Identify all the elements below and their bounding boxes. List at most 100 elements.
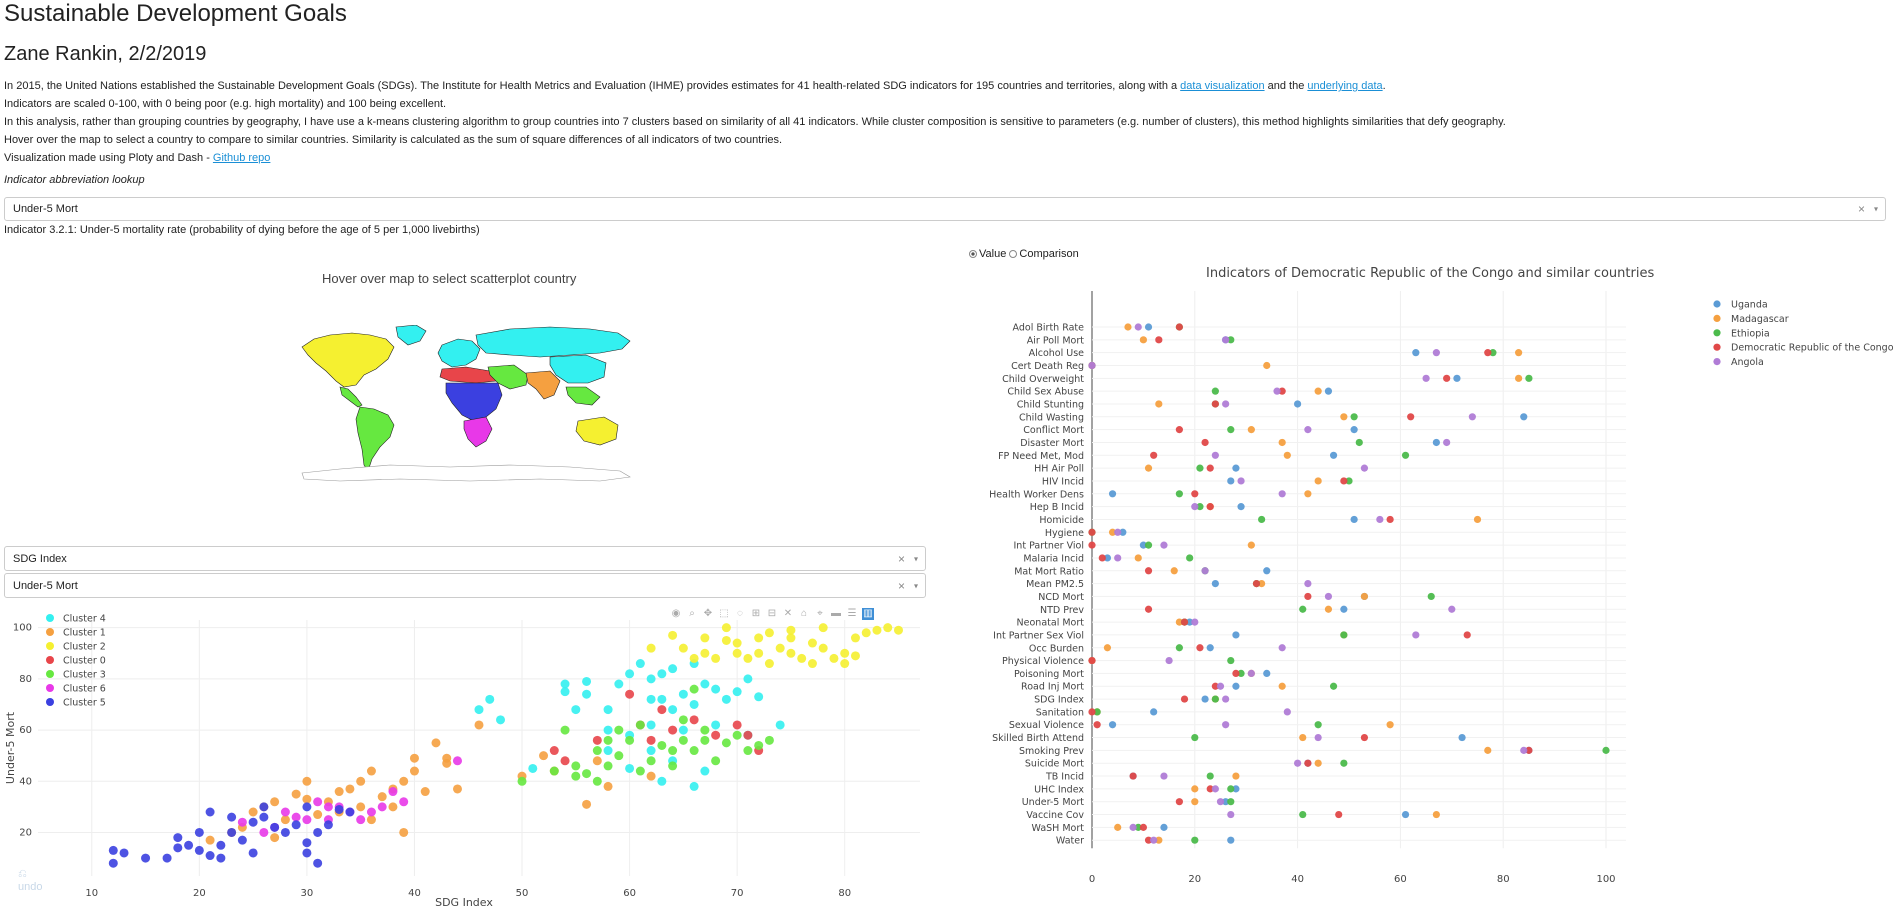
scatter-point[interactable]	[582, 799, 592, 809]
scatter-point[interactable]	[205, 835, 215, 845]
clear-icon[interactable]: ×	[897, 578, 905, 593]
indicator-dot[interactable]	[1299, 733, 1307, 742]
data-visualization-link[interactable]: data visualization	[1180, 80, 1265, 92]
camera-icon[interactable]: ◉	[671, 608, 681, 619]
indicator-dot[interactable]	[1144, 541, 1153, 549]
scatter-point[interactable]	[571, 761, 581, 771]
indicator-dot[interactable]	[1227, 810, 1235, 819]
indicator-dot[interactable]	[1329, 682, 1338, 690]
indicator-dot[interactable]	[1432, 810, 1440, 819]
clear-icon[interactable]: ×	[897, 551, 905, 566]
scatter-point[interactable]	[582, 769, 592, 779]
indicator-dot[interactable]	[1222, 695, 1230, 703]
indicator-dot[interactable]	[1108, 721, 1117, 729]
indicator-dot[interactable]	[1340, 477, 1348, 485]
scatter-point[interactable]	[711, 730, 721, 740]
scatter-point[interactable]	[216, 840, 226, 850]
scatter-point[interactable]	[302, 776, 312, 786]
scatter-point[interactable]	[571, 705, 581, 715]
scatter-point[interactable]	[754, 740, 764, 750]
scatter-point[interactable]	[689, 746, 699, 756]
indicator-dot[interactable]	[1525, 746, 1533, 754]
chevron-down-icon[interactable]: ▾	[913, 554, 918, 563]
indicator-dot[interactable]	[1350, 515, 1358, 524]
scatter-point[interactable]	[689, 684, 699, 694]
spike-icon[interactable]: ⌖	[817, 608, 823, 619]
scatter-point[interactable]	[743, 746, 753, 756]
scatter-point[interactable]	[517, 776, 527, 786]
indicator-dot[interactable]	[1160, 772, 1168, 780]
scatter-point[interactable]	[678, 735, 688, 745]
indicator-dot[interactable]	[1401, 451, 1410, 459]
scatter-point[interactable]	[248, 848, 258, 858]
cluster-scatter-plot[interactable]: 20 40 60 80 100 10 20 30 40 50 60 70 80 SDG Index Unde…	[0, 600, 930, 909]
scatter-point[interactable]	[227, 827, 237, 837]
legend-label[interactable]: Ethiopia	[1731, 328, 1770, 339]
scatter-point[interactable]	[850, 651, 860, 661]
legend-marker[interactable]	[46, 656, 54, 664]
scatter-point[interactable]	[388, 787, 398, 797]
scatter-point[interactable]	[646, 771, 656, 781]
scatter-point[interactable]	[764, 628, 774, 638]
indicator-dot[interactable]	[1103, 644, 1112, 652]
indicator-dot[interactable]	[1237, 503, 1245, 511]
indicator-dot[interactable]	[1144, 567, 1153, 575]
scatter-point[interactable]	[883, 623, 893, 633]
indicator-dot[interactable]	[1144, 605, 1153, 613]
legend-marker[interactable]	[1713, 329, 1721, 337]
scatter-point[interactable]	[668, 630, 678, 640]
legend-label[interactable]: Madagascar	[1731, 314, 1789, 325]
scatter-point[interactable]	[280, 815, 290, 825]
indicator-dot[interactable]	[1134, 554, 1142, 562]
indicator-dot[interactable]	[1211, 451, 1219, 459]
indicator-dot[interactable]	[1222, 798, 1230, 806]
scatter-point[interactable]	[657, 776, 667, 786]
indicator-dot[interactable]	[1186, 618, 1194, 626]
indicator-dot[interactable]	[1304, 490, 1312, 498]
indicator-dot[interactable]	[1458, 733, 1466, 742]
indicator-dot[interactable]	[1191, 490, 1199, 498]
scatter-point[interactable]	[689, 715, 699, 725]
indicator-dot[interactable]	[1180, 695, 1189, 703]
indicator-dot[interactable]	[1206, 464, 1214, 472]
scatter-point[interactable]	[646, 735, 656, 745]
indicator-dot[interactable]	[1247, 426, 1255, 434]
indicator-dot[interactable]	[1422, 374, 1430, 382]
indicator-dot[interactable]	[1520, 413, 1528, 421]
indicator-dot[interactable]	[1294, 400, 1302, 408]
indicator-dot[interactable]	[1314, 477, 1322, 485]
scatter-point[interactable]	[582, 676, 592, 686]
scatter-point[interactable]	[678, 643, 688, 653]
scatter-point[interactable]	[582, 689, 592, 699]
radio-comparison[interactable]: Comparison	[1009, 248, 1079, 260]
indicator-dot[interactable]	[1432, 438, 1440, 447]
indicator-dot[interactable]	[1191, 785, 1199, 793]
scatter-point[interactable]	[356, 802, 366, 812]
scatter-point[interactable]	[302, 802, 312, 812]
indicator-dot[interactable]	[1489, 349, 1497, 357]
indicator-dot[interactable]	[1278, 438, 1286, 447]
scatter-point[interactable]	[829, 653, 839, 663]
indicator-dot[interactable]	[1139, 541, 1147, 549]
scatter-point[interactable]	[732, 648, 742, 658]
indicator-dot[interactable]	[1170, 567, 1178, 575]
indicator-dot[interactable]	[1144, 464, 1153, 472]
scatter-point[interactable]	[366, 807, 376, 817]
indicator-dot[interactable]	[1227, 798, 1235, 806]
scatter-point[interactable]	[108, 845, 118, 855]
indicator-dot[interactable]	[1412, 349, 1420, 357]
scatter-point[interactable]	[840, 659, 850, 669]
indicator-dot[interactable]	[1144, 323, 1153, 331]
scatter-point[interactable]	[614, 679, 624, 689]
indicator-dot[interactable]	[1206, 503, 1214, 511]
chevron-down-icon[interactable]: ▾	[1873, 204, 1878, 214]
scatter-point[interactable]	[861, 628, 871, 638]
scatter-point[interactable]	[528, 763, 538, 773]
indicator-dot[interactable]	[1401, 810, 1410, 819]
scatter-point[interactable]	[259, 827, 269, 837]
indicator-dot[interactable]	[1216, 798, 1225, 806]
indicator-dot[interactable]	[1124, 323, 1132, 331]
indicator-dot[interactable]	[1273, 387, 1281, 395]
indicator-lookup-dropdown[interactable]: Under-5 Mort × ▾	[4, 197, 1886, 221]
indicator-dot[interactable]	[1155, 400, 1163, 408]
